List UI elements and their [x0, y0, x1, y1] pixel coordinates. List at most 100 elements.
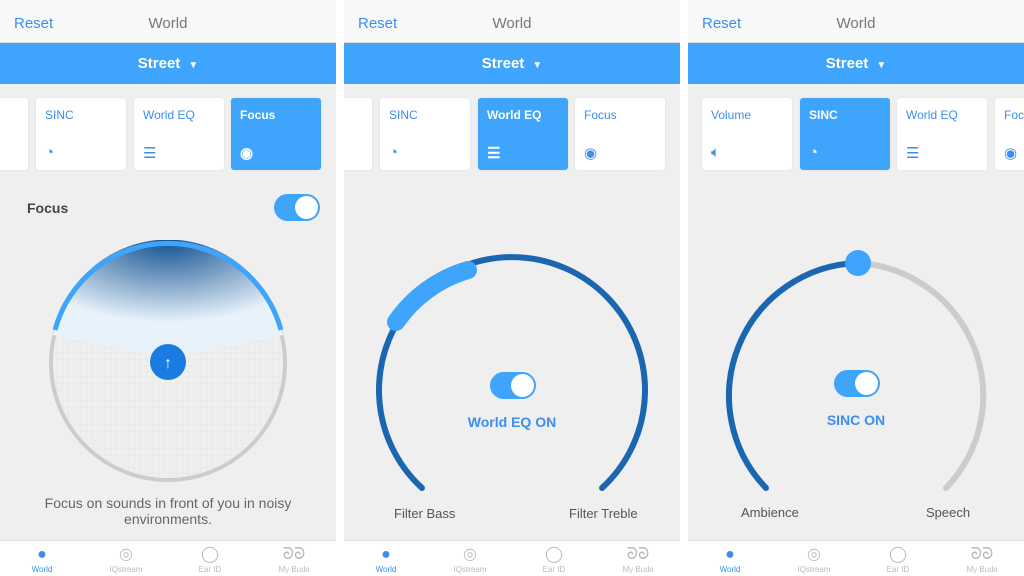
- preset-label: Street: [481, 55, 525, 72]
- tab-label: Ear ID: [542, 565, 566, 574]
- focus-panel: Reset World Street ▼ SINC ◔ World EQ ☰ Focu…: [0, 0, 336, 576]
- status-label: SINC ON: [826, 412, 886, 428]
- card-sinc[interactable]: SINC ◔: [800, 98, 890, 170]
- stream-icon: ◎: [463, 546, 477, 563]
- card-label: World EQ: [143, 108, 195, 122]
- mode-cards: SINC ◔ World EQ ☰ Focus ◉: [0, 98, 336, 170]
- preset-dropdown[interactable]: Street ▼: [0, 43, 336, 84]
- eq-dial[interactable]: [344, 240, 680, 500]
- globe-icon: ●: [725, 546, 735, 563]
- sinc-toggle[interactable]: [834, 370, 880, 397]
- focus-icon: ◉: [1004, 145, 1018, 162]
- focus-description: Focus on sounds in front of you in noisy…: [44, 495, 292, 527]
- tab-bar: ● World ◎ IQstream ◯ Ear ID ᘐᘐ My Buds: [688, 540, 1024, 576]
- header: Reset World: [344, 0, 680, 43]
- tab-my-buds[interactable]: ᘐᘐ My Buds: [596, 541, 680, 576]
- card-label: Focus: [584, 108, 617, 122]
- card-focus[interactable]: Focus ◉: [575, 98, 665, 170]
- card-label: Foc: [1004, 108, 1024, 122]
- status-label: World EQ ON: [467, 414, 557, 430]
- card-hidden[interactable]: [0, 98, 28, 170]
- left-label: Filter Bass: [394, 506, 456, 521]
- sinc-dial[interactable]: [688, 240, 1024, 500]
- page-title: World: [492, 15, 532, 32]
- tab-ear-id[interactable]: ◯ Ear ID: [512, 541, 596, 576]
- focus-icon: ◉: [584, 145, 598, 162]
- ear-icon: ◯: [545, 546, 563, 563]
- tab-bar: ● World ◎ IQstream ◯ Ear ID ᘐᘐ My Buds: [344, 540, 680, 576]
- tab-label: World: [31, 565, 53, 574]
- card-label: Volume: [711, 108, 752, 122]
- tab-label: IQstream: [797, 565, 831, 574]
- card-world-eq[interactable]: World EQ ☰: [478, 98, 568, 170]
- card-world-eq[interactable]: World EQ ☰: [134, 98, 224, 170]
- reset-button[interactable]: Reset: [358, 15, 398, 32]
- world-eq-panel: Reset World Street ▼ SINC ◔ World EQ ☰ Focu…: [344, 0, 680, 576]
- direction-handle: [150, 344, 186, 380]
- tab-my-buds[interactable]: ᘐᘐ My Buds: [940, 541, 1024, 576]
- tab-label: World: [719, 565, 741, 574]
- tab-iqstream[interactable]: ◎ IQstream: [772, 541, 856, 576]
- tab-world[interactable]: ● World: [688, 541, 772, 576]
- sinc-handle: [845, 250, 871, 276]
- sliders-icon: ☰: [906, 145, 920, 162]
- mode-cards: Volume 🔈︎ SINC ◔ World EQ ☰ Foc ◉: [688, 98, 1024, 170]
- world-eq-toggle[interactable]: [490, 372, 536, 399]
- card-label: Focus: [240, 108, 276, 122]
- tab-label: Ear ID: [198, 565, 222, 574]
- tab-iqstream[interactable]: ◎ IQstream: [428, 541, 512, 576]
- page-title: World: [148, 15, 188, 32]
- tab-world[interactable]: ● World: [0, 541, 84, 576]
- stream-icon: ◎: [807, 546, 821, 563]
- tab-ear-id[interactable]: ◯ Ear ID: [856, 541, 940, 576]
- card-hidden[interactable]: [344, 98, 372, 170]
- card-volume[interactable]: Volume 🔈︎: [702, 98, 792, 170]
- card-sinc[interactable]: SINC ◔: [380, 98, 470, 170]
- sliders-icon: ☰: [487, 145, 501, 162]
- sinc-icon: ◔: [389, 144, 399, 161]
- card-sinc[interactable]: SINC ◔: [36, 98, 126, 170]
- ear-icon: ◯: [201, 546, 219, 563]
- tab-label: My Buds: [622, 565, 654, 574]
- focus-toggle[interactable]: [274, 194, 320, 221]
- tab-ear-id[interactable]: ◯ Ear ID: [168, 541, 252, 576]
- card-label: World EQ: [487, 108, 542, 122]
- card-label: SINC: [45, 108, 74, 122]
- sinc-panel: Reset World Street ▼ Volume 🔈︎ SINC ◔ World…: [688, 0, 1024, 576]
- tab-label: Ear ID: [886, 565, 910, 574]
- tab-iqstream[interactable]: ◎ IQstream: [84, 541, 168, 576]
- earbuds-icon: ᘐᘐ: [626, 546, 650, 563]
- focus-icon: ◉: [240, 145, 254, 162]
- sinc-icon: ◔: [809, 144, 819, 161]
- preset-dropdown[interactable]: Street ▼: [344, 43, 680, 84]
- arrow-up-icon: ↑: [164, 355, 172, 372]
- card-focus[interactable]: Focus ◉: [231, 98, 321, 170]
- card-world-eq[interactable]: World EQ ☰: [897, 98, 987, 170]
- reset-button[interactable]: Reset: [14, 15, 54, 32]
- right-label: Filter Treble: [569, 506, 638, 521]
- caret-down-icon: ▼: [188, 60, 199, 71]
- card-focus[interactable]: Foc ◉: [995, 98, 1024, 170]
- tab-bar: ● World ◎ IQstream ◯ Ear ID ᘐᘐ My Buds: [0, 540, 336, 576]
- globe-icon: ●: [37, 546, 47, 563]
- sinc-icon: ◔: [45, 144, 55, 161]
- caret-down-icon: ▼: [532, 60, 543, 71]
- tab-my-buds[interactable]: ᘐᘐ My Buds: [252, 541, 336, 576]
- card-label: World EQ: [906, 108, 958, 122]
- preset-label: Street: [825, 55, 869, 72]
- card-label: SINC: [389, 108, 418, 122]
- reset-button[interactable]: Reset: [702, 15, 742, 32]
- tab-label: My Buds: [278, 565, 310, 574]
- focus-label: Focus: [27, 200, 69, 216]
- tab-label: World: [375, 565, 397, 574]
- preset-dropdown[interactable]: Street ▼: [688, 43, 1024, 84]
- earbuds-icon: ᘐᘐ: [970, 546, 994, 563]
- stream-icon: ◎: [119, 546, 133, 563]
- speaker-icon: 🔈︎: [711, 144, 721, 161]
- focus-dial[interactable]: ↑: [45, 240, 291, 486]
- mode-cards: SINC ◔ World EQ ☰ Focus ◉: [344, 98, 680, 170]
- page-title: World: [836, 15, 876, 32]
- eq-handle: [387, 261, 477, 331]
- ear-icon: ◯: [889, 546, 907, 563]
- tab-world[interactable]: ● World: [344, 541, 428, 576]
